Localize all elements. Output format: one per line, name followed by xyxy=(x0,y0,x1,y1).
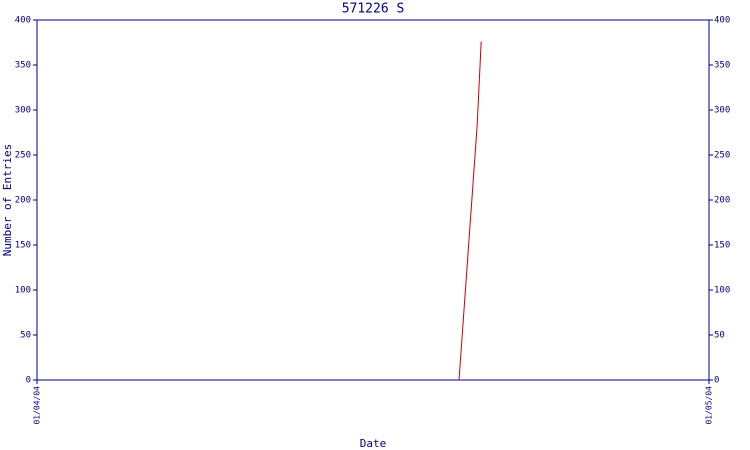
y2-tick-label: 200 xyxy=(714,196,730,206)
y-tick-label: 350 xyxy=(15,61,31,71)
y-tick-label: 400 xyxy=(15,16,31,26)
y-tick-label: 100 xyxy=(15,286,31,296)
y2-tick-label: 0 xyxy=(714,376,719,386)
y2-tick-label: 100 xyxy=(714,286,730,296)
x-tick-label: 01/04/04 xyxy=(33,386,42,425)
y-tick-label: 250 xyxy=(15,151,31,161)
y-axis-label: Number of Entries xyxy=(1,144,14,257)
y-tick-label: 300 xyxy=(15,106,31,116)
plot-frame xyxy=(36,19,710,381)
y2-tick-label: 50 xyxy=(714,331,725,341)
y2-tick-label: 400 xyxy=(714,16,730,26)
y2-tick-label: 250 xyxy=(714,151,730,161)
y2-tick-label: 150 xyxy=(714,241,730,251)
x-tick-label: 01/05/04 xyxy=(705,386,714,425)
y-tick-label: 0 xyxy=(26,376,31,386)
y-tick-label: 200 xyxy=(15,196,31,206)
y2-tick-label: 300 xyxy=(714,106,730,116)
y-tick-label: 150 xyxy=(15,241,31,251)
x-axis-label: Date xyxy=(360,437,387,450)
y2-tick-label: 350 xyxy=(714,61,730,71)
chart-title: 571226 S xyxy=(342,2,405,17)
series-line xyxy=(458,41,482,381)
y-tick-label: 50 xyxy=(20,331,31,341)
